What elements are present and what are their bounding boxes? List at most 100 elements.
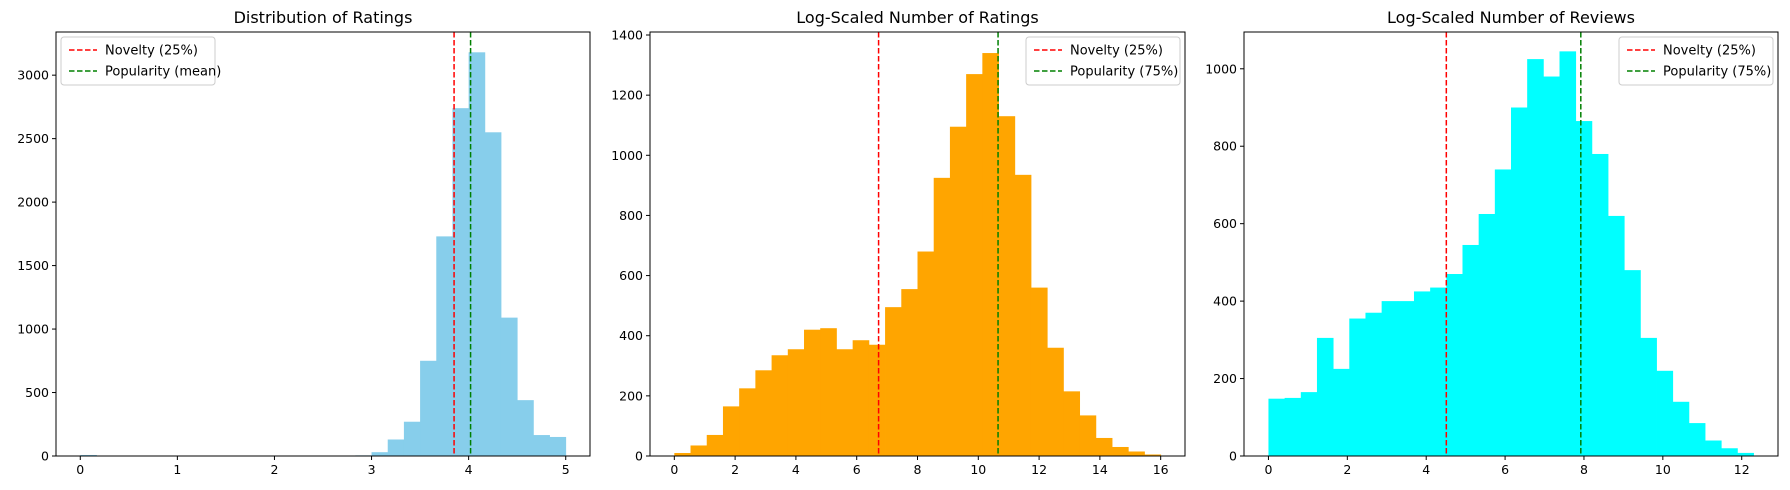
- histogram-bars: [1268, 51, 1754, 457]
- histogram-bar: [771, 355, 789, 456]
- x-tick-label: 0: [76, 462, 84, 477]
- histogram-bar: [1397, 301, 1415, 456]
- histogram-bar: [674, 452, 691, 456]
- histogram-bar: [1543, 76, 1560, 457]
- histogram-bar: [1128, 451, 1145, 456]
- legend-label: Popularity (75%): [1070, 65, 1178, 80]
- histogram-bar: [917, 251, 935, 456]
- x-tick-label: 10: [970, 462, 986, 477]
- x-tick-label: 6: [853, 462, 861, 477]
- histogram-bar: [739, 388, 756, 456]
- x-tick-label: 2: [270, 462, 278, 477]
- histogram-bar: [1559, 51, 1577, 457]
- histogram-bar: [804, 329, 821, 456]
- histogram-bar: [1413, 291, 1431, 456]
- x-tick-label: 4: [1422, 462, 1430, 477]
- histogram-bar: [484, 132, 502, 457]
- legend-label: Popularity (mean): [105, 65, 221, 80]
- x-tick-label: 10: [1655, 462, 1671, 477]
- axes-frame: [55, 31, 591, 457]
- y-tick-label: 1200: [611, 88, 643, 103]
- histogram-bar: [1688, 423, 1706, 456]
- histogram-bar: [1316, 337, 1334, 456]
- histogram-bar: [371, 452, 389, 456]
- x-tick-label: 8: [914, 462, 922, 477]
- histogram-bar: [1095, 437, 1113, 456]
- histogram-bar: [436, 236, 453, 456]
- histogram-bar: [387, 439, 405, 456]
- histogram-bar: [1349, 318, 1366, 456]
- legend-label: Novelty (25%): [105, 44, 198, 59]
- histogram-bar: [468, 52, 486, 457]
- legend-box: [60, 36, 216, 86]
- histogram-bar: [1112, 446, 1129, 456]
- x-tick-label: 14: [1092, 462, 1108, 477]
- y-tick-label: 0: [41, 449, 49, 464]
- x-tick-label: 6: [1501, 462, 1509, 477]
- chart-title: Distribution of Ratings: [234, 8, 413, 27]
- histogram-bars: [674, 53, 1162, 457]
- histogram-bar: [1494, 169, 1512, 456]
- histogram-bar: [755, 370, 772, 456]
- y-tick-label: 600: [619, 268, 643, 283]
- histogram-bar: [1721, 448, 1738, 456]
- histogram-bar: [787, 349, 805, 456]
- histogram-bars: [80, 52, 567, 457]
- legend-box: [1025, 36, 1181, 86]
- histogram-bar: [868, 344, 886, 456]
- histogram-bar: [836, 349, 854, 456]
- histogram-bar: [1575, 121, 1593, 457]
- x-tick-label: 0: [670, 462, 678, 477]
- histogram-bar: [690, 445, 708, 456]
- x-tick-label: 3: [368, 462, 376, 477]
- histogram-bar: [1079, 415, 1097, 456]
- histogram-bar: [1624, 270, 1641, 456]
- histogram-bar: [1144, 454, 1162, 456]
- histogram-bar: [1640, 337, 1657, 456]
- histogram-bar: [1656, 370, 1674, 456]
- x-tick-label: 1: [173, 462, 181, 477]
- histogram-bar: [1030, 287, 1048, 456]
- histogram-bar: [1478, 213, 1496, 456]
- histogram-bar: [517, 400, 534, 456]
- y-tick-label: 1000: [17, 322, 49, 337]
- histogram-bar: [949, 126, 967, 457]
- y-tick-label: 0: [1229, 449, 1237, 464]
- histogram-bar: [852, 340, 870, 456]
- histogram-bar: [549, 436, 567, 456]
- y-tick-label: 400: [1213, 294, 1237, 309]
- histogram-bar: [1268, 398, 1286, 456]
- axes-frame: [1243, 31, 1779, 457]
- histogram-bar: [403, 421, 421, 456]
- x-tick-label: 2: [1343, 462, 1351, 477]
- histogram-bar: [533, 435, 550, 456]
- chart-title: Log-Scaled Number of Ratings: [796, 8, 1038, 27]
- histogram-bar: [452, 108, 470, 456]
- histogram-bar: [1063, 391, 1081, 456]
- y-tick-label: 1000: [1205, 61, 1237, 76]
- histogram-bar: [1446, 274, 1463, 456]
- y-tick-label: 2000: [17, 195, 49, 210]
- x-tick-label: 5: [562, 462, 570, 477]
- y-tick-label: 2500: [17, 131, 49, 146]
- chart-ratings-distribution: 0 1 2 3 4 5 0 500 1000 1500 2000 2500 3000 Distributi…: [17, 8, 591, 477]
- histogram-bar: [901, 289, 918, 456]
- y-tick-label: 3000: [17, 68, 49, 83]
- y-tick-label: 400: [619, 328, 643, 343]
- legend-label: Novelty (25%): [1663, 44, 1756, 59]
- legend-label: Popularity (75%): [1663, 65, 1771, 80]
- x-tick-label: 12: [1734, 462, 1750, 477]
- legend: Novelty (25%) Popularity (75%): [1025, 36, 1181, 86]
- x-tick-label: 0: [1264, 462, 1272, 477]
- histogram-bar: [1527, 59, 1544, 457]
- x-tick-label: 8: [1580, 462, 1588, 477]
- chart-log-number-of-reviews: 0 2 4 6 8 10 12 0 200 400 600 800 1000 Log-Scaled Num…: [1205, 8, 1779, 477]
- y-tick-label: 200: [1213, 371, 1237, 386]
- y-tick-label: 1500: [17, 258, 49, 273]
- histogram-bar: [500, 317, 518, 456]
- histogram-bar: [1014, 174, 1032, 456]
- x-tick-label: 2: [731, 462, 739, 477]
- y-tick-label: 800: [1213, 139, 1237, 154]
- y-tick-label: 500: [25, 385, 49, 400]
- histogram-bar: [722, 406, 740, 456]
